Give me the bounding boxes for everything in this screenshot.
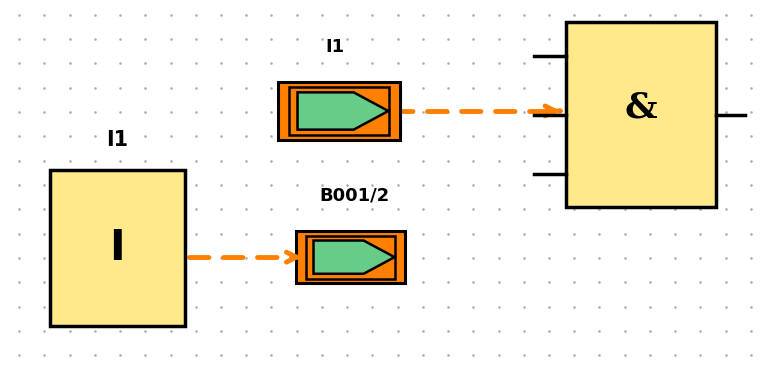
- Bar: [50, 170, 185, 326]
- Text: I: I: [109, 227, 126, 269]
- Bar: [566, 22, 716, 207]
- Bar: [278, 82, 400, 140]
- Text: I1: I1: [106, 130, 129, 150]
- Bar: [296, 231, 405, 283]
- Bar: [306, 236, 395, 279]
- Bar: [289, 87, 389, 135]
- Text: B001/2: B001/2: [319, 186, 390, 204]
- Text: B001: B001: [611, 0, 671, 2]
- Text: &: &: [624, 90, 658, 124]
- Polygon shape: [297, 92, 388, 130]
- Text: I1: I1: [326, 37, 344, 56]
- Polygon shape: [313, 240, 394, 274]
